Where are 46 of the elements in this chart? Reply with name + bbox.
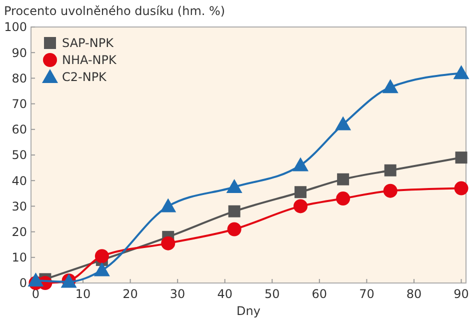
y-tick-label: 70 bbox=[12, 97, 27, 111]
y-tick-label: 10 bbox=[12, 250, 27, 265]
y-tick-label: 0 bbox=[19, 276, 27, 290]
point bbox=[294, 199, 308, 214]
y-tick-label: 30 bbox=[12, 199, 27, 214]
point bbox=[335, 116, 352, 130]
point bbox=[454, 181, 468, 196]
x-tick-label: 40 bbox=[217, 287, 232, 301]
point bbox=[336, 192, 350, 206]
point bbox=[294, 186, 307, 198]
legend-label: SAP-NPK bbox=[62, 36, 115, 50]
x-tick-label: 50 bbox=[264, 287, 280, 301]
x-tick-label: 30 bbox=[170, 287, 186, 301]
point bbox=[292, 157, 309, 172]
point bbox=[160, 198, 176, 212]
legend-label: NHA-NPK bbox=[62, 53, 118, 68]
y-tick-label: 50 bbox=[12, 148, 27, 162]
point bbox=[384, 164, 396, 176]
x-tick-label: 0 bbox=[32, 287, 40, 301]
x-tick-label: 10 bbox=[75, 287, 91, 301]
y-tick-label: 80 bbox=[12, 71, 27, 86]
x-tick-label: 60 bbox=[312, 287, 328, 301]
point bbox=[94, 249, 109, 264]
y-tick-label: 90 bbox=[12, 46, 27, 60]
point bbox=[455, 152, 468, 164]
point bbox=[228, 205, 240, 218]
point bbox=[227, 222, 242, 236]
x-tick-label: 80 bbox=[406, 287, 422, 301]
point bbox=[226, 179, 242, 193]
legend-label: C2-NPK bbox=[62, 70, 108, 84]
point bbox=[161, 236, 176, 250]
point bbox=[382, 79, 398, 94]
y-tick-label: 40 bbox=[12, 174, 27, 188]
point bbox=[453, 65, 470, 80]
y-tick-label: 60 bbox=[12, 122, 27, 137]
point bbox=[94, 262, 110, 276]
y-axis-title: Procento uvolněného dusíku (hm. %) bbox=[4, 4, 226, 18]
point bbox=[383, 184, 398, 198]
point bbox=[337, 173, 350, 186]
x-tick-label: 90 bbox=[454, 287, 469, 301]
x-axis-title: Dny bbox=[236, 304, 260, 318]
x-tick-label: 70 bbox=[359, 287, 374, 301]
x-tick-label: 20 bbox=[122, 287, 138, 301]
y-tick-label: 20 bbox=[12, 225, 27, 239]
point bbox=[28, 272, 44, 286]
y-tick-label: 100 bbox=[4, 20, 27, 34]
